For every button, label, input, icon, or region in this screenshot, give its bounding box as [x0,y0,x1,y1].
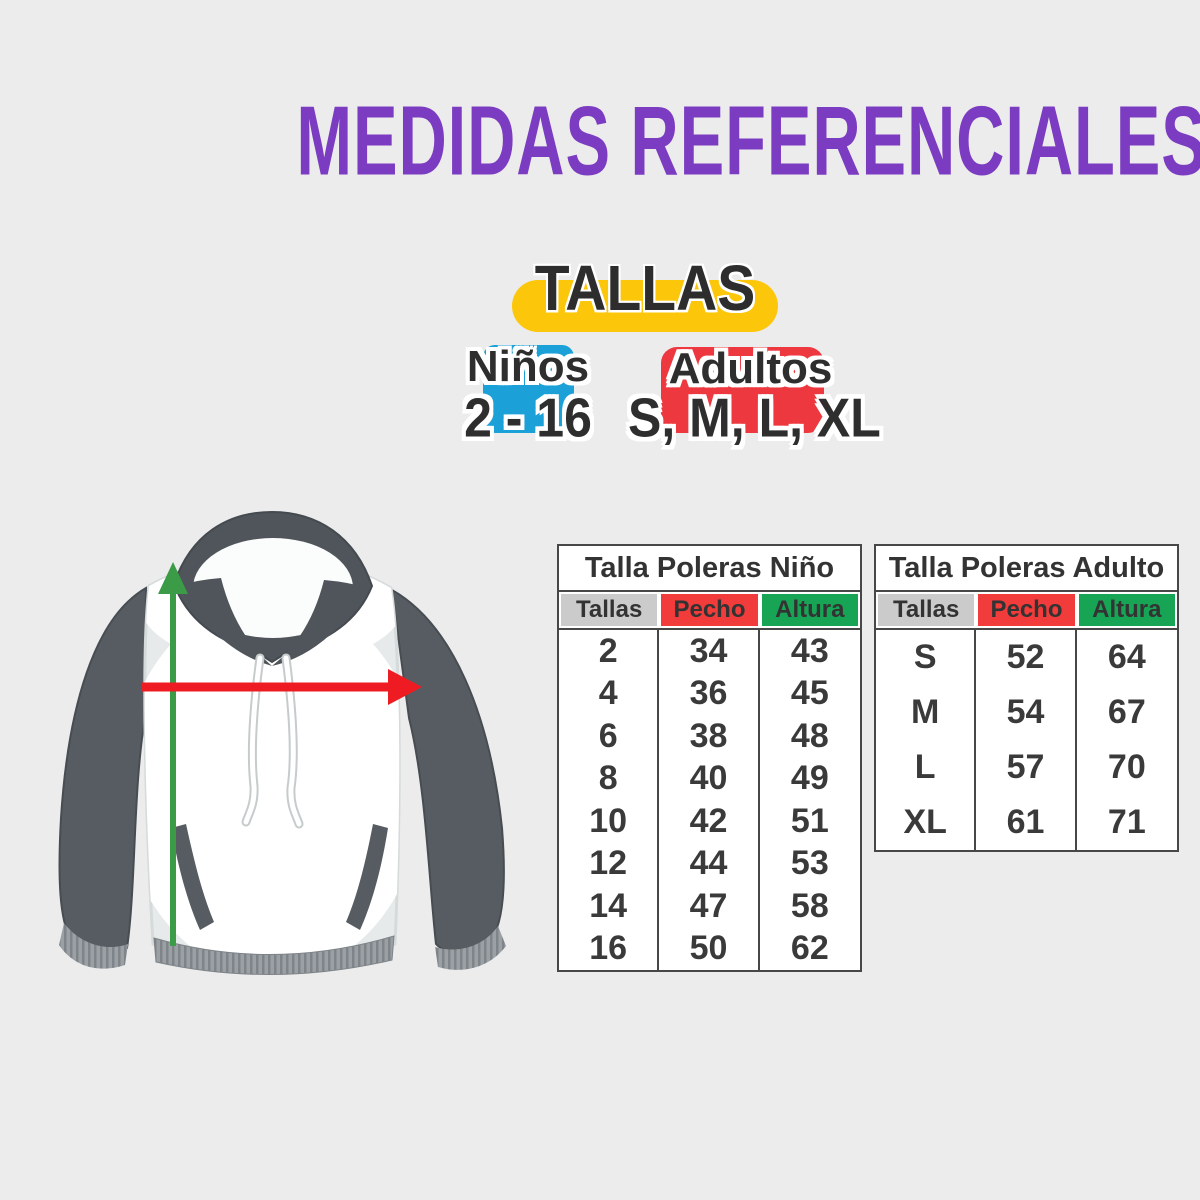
table-cell: 12 [559,842,660,885]
adults-table-header-row: Tallas Pecho Altura [876,592,1177,630]
adults-badge-range: S, M, L, XL [628,387,881,449]
adults-header-pecho-label: Pecho [978,594,1075,626]
kids-badge-range: 2 - 16 [464,387,592,449]
hoodie-illustration [58,510,506,975]
kids-header-pecho-label: Pecho [661,594,758,626]
table-cell: 52 [976,630,1077,685]
kids-table-title: Talla Poleras Niño [559,546,860,592]
chest-width-arrow [141,669,422,705]
kids-header-altura-label: Altura [761,594,858,626]
table-cell: 2 [559,630,660,673]
table-cell: 4 [559,672,660,715]
table-cell: 57 [976,740,1077,795]
kids-badge-label: Niños [466,342,590,391]
adults-badge-label: Adultos [668,344,833,393]
hoodie-hem-band [153,935,395,975]
adults-badge-box [661,347,824,433]
table-cell: 48 [790,716,829,755]
table-cell: XL [876,795,977,850]
adults-table-body: S 52 64 M 54 67 L 57 70 XL 61 71 [876,630,1177,850]
hoodie-right-cuff [435,926,506,970]
table-cell: 36 [659,672,760,715]
table-cell: 50 [659,927,760,970]
kids-table-header-row: Tallas Pecho Altura [559,592,860,630]
table-cell: 14 [559,885,660,928]
table-cell: 16 [559,927,660,970]
hoodie-left-sleeve [58,586,148,957]
kids-badge-box [483,345,574,433]
table-cell: 71 [1107,803,1146,841]
table-cell: 70 [1107,748,1146,786]
table-cell: 44 [659,842,760,885]
hood-collar-left [178,578,272,666]
table-cell: 58 [790,886,829,925]
table-cell: 45 [790,674,829,713]
table-cell: 61 [976,795,1077,850]
table-cell: 47 [659,885,760,928]
kids-header-tallas-label: Tallas [561,594,658,626]
table-cell: 38 [659,715,760,758]
hoodie-pocket-slit-right [346,824,388,930]
table-cell: 34 [659,630,760,673]
adults-header-pecho: Pecho [976,592,1076,628]
table-cell: 53 [790,844,829,883]
table-cell: 10 [559,800,660,843]
kids-size-table: Talla Poleras Niño Tallas Pecho Altura 2… [557,544,862,972]
table-cell: 42 [659,800,760,843]
adults-header-tallas: Tallas [876,592,976,628]
kids-header-pecho: Pecho [659,592,759,628]
adults-header-altura-label: Altura [1078,594,1175,626]
table-cell: 67 [1107,693,1146,731]
table-cell: M [876,685,977,740]
table-cell: 8 [559,757,660,800]
table-cell: S [876,630,977,685]
table-cell: 40 [659,757,760,800]
table-cell: 43 [790,631,829,670]
table-cell: 62 [790,929,829,968]
adults-header-altura: Altura [1077,592,1177,628]
tallas-pill [512,280,778,332]
table-cell: 49 [790,759,829,798]
page-title: MEDIDAS REFERENCIALES [296,86,1200,197]
table-cell: 51 [790,801,829,840]
tallas-label: TALLAS [534,253,756,325]
adults-table-title: Talla Poleras Adulto [876,546,1177,592]
adults-header-tallas-label: Tallas [878,594,975,626]
table-cell: L [876,740,977,795]
table-cell: 64 [1107,638,1146,676]
table-cell: 6 [559,715,660,758]
hoodie-left-cuff [59,923,128,969]
hood-collar-right [272,580,368,666]
table-cell: 54 [976,685,1077,740]
adults-size-table: Talla Poleras Adulto Tallas Pecho Altura… [874,544,1179,852]
kids-header-altura: Altura [760,592,860,628]
height-arrow [158,562,188,946]
hoodie-right-sleeve [390,588,505,955]
kids-table-body: 2 34 43 4 36 45 6 38 48 8 40 49 10 42 51… [559,630,860,970]
hoodie-pocket-slit-left [171,824,214,930]
kids-header-tallas: Tallas [559,592,659,628]
